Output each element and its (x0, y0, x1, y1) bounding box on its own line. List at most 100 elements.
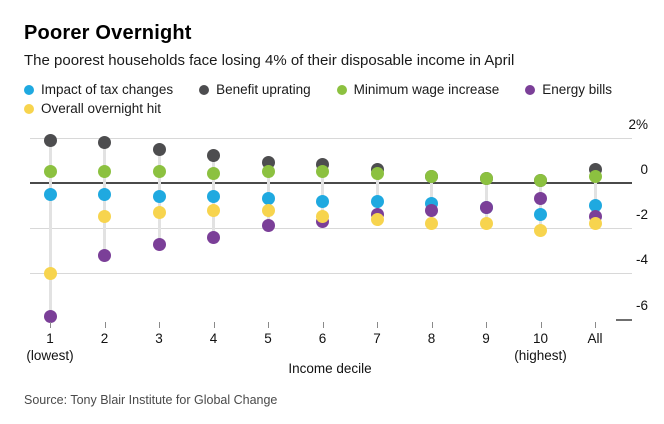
x-axis-tick (377, 322, 378, 328)
zero-gridline (30, 182, 632, 184)
chart-legend: Impact of tax changes Benefit uprating Min… (24, 82, 634, 116)
data-point (152, 205, 166, 219)
source-note: Source: Tony Blair Institute for Global … (24, 393, 278, 407)
data-point (316, 194, 329, 208)
gridline (30, 228, 632, 230)
chart-subtitle: The poorest households face losing 4% of… (24, 52, 515, 69)
data-point (152, 165, 166, 179)
data-point (588, 217, 602, 231)
x-axis-tick-label: 4 (209, 331, 218, 346)
data-point (207, 203, 220, 217)
y-axis-tick-label: -6 (635, 297, 648, 313)
column-stem (539, 180, 542, 231)
x-axis-tick (595, 322, 596, 328)
data-point (261, 219, 275, 233)
data-point (98, 210, 111, 224)
data-point (43, 165, 57, 179)
x-axis-tick (486, 322, 487, 328)
x-axis-tick (322, 322, 324, 328)
data-point (152, 237, 166, 251)
data-point (370, 194, 384, 208)
legend-label: Minimum wage increase (353, 82, 500, 97)
legend-item: Energy bills (525, 82, 612, 97)
data-point (534, 192, 547, 206)
data-point (43, 187, 57, 201)
data-point (261, 192, 275, 206)
y-axis-tick-label: 2% (628, 116, 648, 132)
legend-label: Energy bills (542, 82, 612, 97)
column-stem (484, 178, 488, 224)
data-point (98, 248, 111, 262)
data-point (588, 199, 602, 213)
gridline (30, 273, 632, 275)
y-axis-tick-label: -2 (635, 207, 648, 223)
x-axis-tick-label: 3 (155, 331, 163, 346)
x-axis-tick-label: 8 (427, 331, 436, 346)
x-axis-tick (50, 322, 51, 328)
column-stem (375, 169, 379, 220)
data-point (98, 165, 111, 179)
data-point (425, 169, 438, 183)
legend-label: Impact of tax changes (41, 82, 174, 97)
x-axis-tick-label: 2 (100, 331, 109, 346)
x-axis-tick-label: 6 (318, 331, 327, 346)
data-point (207, 230, 220, 244)
x-axis-tick (104, 322, 106, 328)
legend-dot-icon (24, 84, 34, 95)
x-axis-tick-label: 10 (532, 331, 549, 346)
data-point (261, 165, 275, 179)
data-point (43, 309, 57, 323)
column-stem (48, 140, 52, 317)
gridline (30, 137, 632, 139)
legend-item: Benefit uprating (199, 82, 311, 97)
x-axis-tick-label: 1 (46, 331, 54, 346)
data-point (479, 171, 493, 185)
data-point (316, 210, 329, 224)
column-stem (593, 169, 597, 224)
chart-title: Poorer Overnight (24, 22, 192, 44)
x-axis-tick (431, 322, 433, 328)
data-point (261, 203, 275, 217)
data-point (152, 142, 166, 156)
data-point (207, 190, 220, 204)
x-axis-tick-label: 5 (264, 331, 272, 346)
x-axis-tick (159, 322, 160, 328)
data-point (207, 167, 220, 181)
x-axis-tick-label: All (587, 331, 603, 346)
data-point (588, 169, 602, 183)
legend-dot-icon (336, 84, 347, 95)
x-axis-tick (213, 322, 215, 328)
y-axis-tick-label: 0 (640, 162, 648, 177)
data-point (425, 203, 438, 217)
data-point (370, 167, 384, 181)
x-axis-sublabel: (lowest) (26, 348, 74, 363)
data-point (534, 223, 547, 237)
data-point (534, 174, 547, 188)
data-point (207, 149, 220, 163)
data-point (370, 212, 384, 226)
x-axis-title: Income decile (288, 361, 372, 376)
data-point (152, 190, 166, 204)
x-axis-tick (268, 322, 269, 328)
legend-item: Minimum wage increase (336, 82, 500, 97)
legend-item: Impact of tax changes (24, 82, 173, 97)
data-point (98, 187, 111, 201)
column-stem (321, 164, 324, 222)
data-point (534, 208, 547, 222)
data-point (98, 135, 111, 149)
legend-dot-icon (199, 84, 210, 95)
data-point (316, 165, 329, 179)
x-axis-tick-label: 9 (482, 331, 490, 346)
data-point (479, 201, 493, 215)
x-axis-sublabel: (highest) (514, 348, 567, 363)
data-point (479, 217, 493, 231)
data-point (43, 266, 57, 280)
legend-item: Overall overnight hit (24, 101, 161, 116)
y-axis-tick-label: -4 (635, 252, 648, 268)
legend-label: Overall overnight hit (41, 101, 162, 116)
data-point (43, 133, 57, 147)
legend-dot-icon (24, 103, 34, 114)
x-axis-tick (540, 322, 542, 328)
